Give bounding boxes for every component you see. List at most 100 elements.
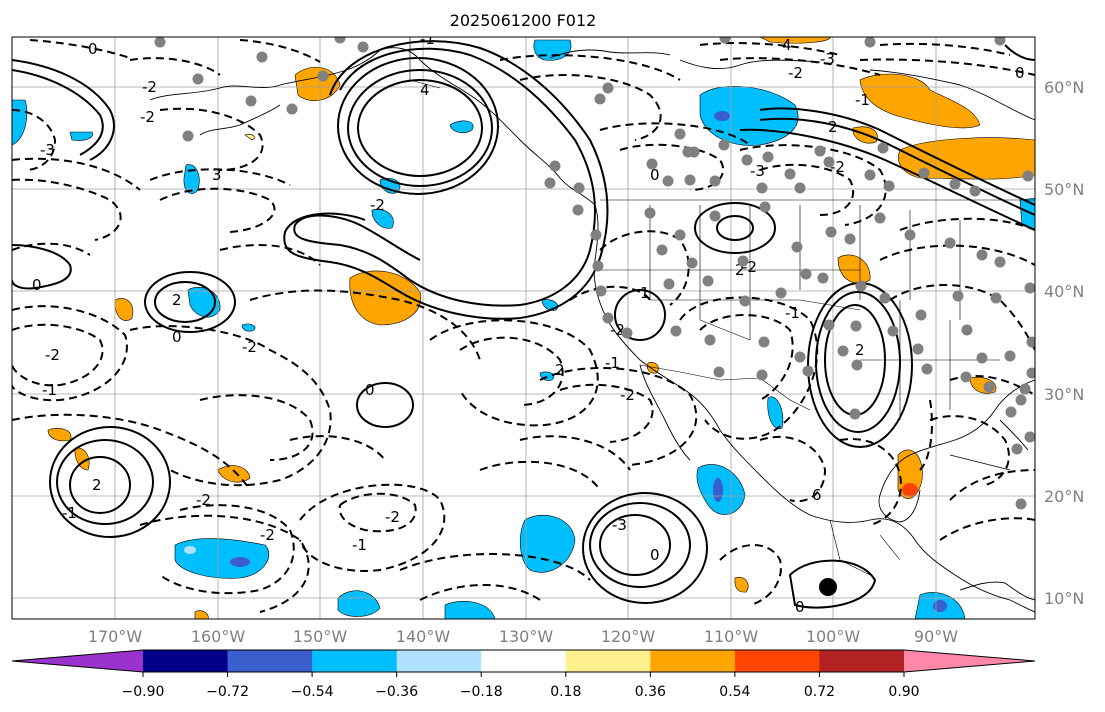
map-title: 2025061200 F012 — [450, 11, 597, 30]
station-dot — [802, 365, 814, 377]
colorbar-tick-label: 0.18 — [550, 684, 581, 700]
station-dot — [960, 371, 972, 383]
colorbar-tick-label: −0.36 — [375, 684, 418, 700]
station-dot — [918, 167, 930, 179]
station-dot — [823, 319, 835, 331]
station-dot — [154, 37, 166, 48]
coastlines — [149, 47, 1035, 613]
contour-label: -1 — [42, 381, 57, 399]
station-dot — [794, 351, 806, 363]
station-dot — [855, 280, 867, 292]
station-dot — [915, 309, 927, 321]
lon-label: 150°W — [293, 627, 348, 646]
lon-label: 160°W — [191, 627, 246, 646]
colorbar-segment — [819, 650, 905, 672]
lon-label: 100°W — [806, 627, 861, 646]
colorbar-segment — [312, 650, 398, 672]
contour-label: 3 — [212, 166, 222, 184]
station-dot — [644, 207, 656, 219]
station-dot — [621, 327, 633, 339]
station-dot — [674, 229, 686, 241]
contour-label: -1 — [605, 354, 620, 372]
colorbar-segment — [734, 650, 820, 672]
contour-label: -1 — [420, 30, 435, 48]
station-dot — [1026, 367, 1035, 379]
station-dot — [670, 325, 682, 337]
station-dot — [718, 139, 730, 151]
lon-label: 110°W — [704, 627, 759, 646]
station-dot — [602, 312, 614, 324]
station-dot — [595, 285, 607, 297]
contour-label: -1 — [785, 304, 800, 322]
lat-label: 30°N — [1044, 385, 1084, 404]
station-dot — [684, 174, 696, 186]
station-dot — [1019, 383, 1031, 395]
station-dot — [702, 275, 714, 287]
station-dot — [791, 241, 803, 253]
colorbar-segment — [650, 650, 736, 672]
station-dot — [245, 95, 257, 107]
colorbar: −0.90 −0.72 −0.54 −0.36 −0.18 0.18 0.36 0.54 0.7… — [11, 649, 1036, 700]
station-markers — [154, 37, 1035, 510]
station-dot — [794, 182, 806, 194]
latitude-labels: 60°N 50°N 40°N 30°N 20°N 10°N — [1044, 78, 1084, 608]
station-dot — [719, 37, 731, 44]
contour-label: -2 — [610, 321, 625, 339]
station-dot — [879, 292, 891, 304]
station-dot — [837, 345, 849, 357]
station-dot — [709, 175, 721, 187]
contour-label: 0 — [365, 381, 375, 399]
longitude-labels: 170°W 160°W 150°W 140°W 130°W 120°W 110°… — [88, 627, 958, 646]
station-dot — [594, 93, 606, 105]
station-dot — [874, 212, 886, 224]
station-dot — [1011, 443, 1023, 455]
colorbar-extend-low — [12, 650, 143, 672]
station-dot — [976, 352, 988, 364]
colorbar-segment — [143, 650, 229, 672]
lon-label: 140°W — [396, 627, 451, 646]
contour-label: 1 — [640, 284, 650, 302]
colorbar-tick-label: 0.72 — [804, 684, 835, 700]
contour-label: -2 — [142, 78, 157, 96]
contour-label: 0 — [650, 166, 660, 184]
station-dot — [662, 175, 674, 187]
contour-label: 2 — [828, 118, 838, 136]
contour-label: -2 — [788, 64, 803, 82]
contour-label: 2 — [735, 261, 745, 279]
station-dot — [864, 37, 876, 48]
station-dot — [1015, 498, 1027, 510]
contour-label: 6 — [812, 486, 822, 504]
colorbar-tick-label: −0.90 — [122, 684, 165, 700]
station-dot — [976, 249, 988, 261]
station-dot — [921, 363, 933, 375]
station-dot — [990, 292, 1002, 304]
lon-label: 130°W — [499, 627, 554, 646]
contour-label: -2 — [385, 508, 400, 526]
station-dot — [864, 169, 876, 181]
station-dot — [663, 278, 675, 290]
lat-label: 40°N — [1044, 282, 1084, 301]
station-dot — [602, 82, 614, 94]
lon-label: 120°W — [601, 627, 656, 646]
station-dot — [1005, 406, 1017, 418]
station-dot — [944, 237, 956, 249]
station-dot — [544, 177, 556, 189]
lat-label: 60°N — [1044, 78, 1084, 97]
contour-label: 0 — [88, 40, 98, 58]
contour-label: -3 — [750, 162, 765, 180]
station-dot — [823, 156, 835, 168]
station-dot — [994, 37, 1006, 46]
station-dot — [883, 180, 895, 192]
station-dot — [256, 51, 268, 63]
colorbar-segment — [227, 650, 313, 672]
station-dot — [1024, 431, 1035, 443]
contour-label: -3 — [40, 141, 55, 159]
station-dot — [756, 182, 768, 194]
station-dot — [762, 151, 774, 163]
contour-label: 4 — [782, 36, 792, 54]
map-frame — [11, 36, 1036, 620]
station-dot — [969, 185, 981, 197]
station-dot — [814, 145, 826, 157]
contour-label: -2 — [45, 346, 60, 364]
contour-label: -1 — [855, 91, 870, 109]
